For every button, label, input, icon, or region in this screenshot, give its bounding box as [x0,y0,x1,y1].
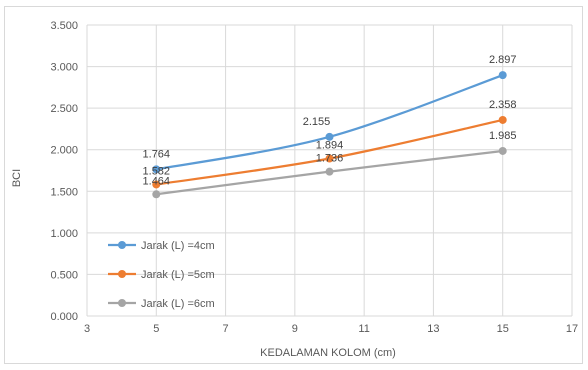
data-point [498,71,507,80]
data-label: 1.736 [316,153,344,165]
data-label: 2.358 [489,99,517,111]
series-lines [152,71,507,199]
x-tick-label: 7 [223,323,229,335]
data-label: 1.764 [143,148,171,160]
x-axis-title: KEDALAMAN KOLOM (cm) [260,347,396,359]
x-tick-label: 17 [566,323,578,335]
x-tick-label: 5 [153,323,159,335]
legend-marker [118,241,126,249]
data-point [498,115,507,124]
data-label: 1.894 [316,140,344,152]
y-axis-ticks: 0.000 0.500 1.000 1.500 2.000 2.500 3.000 3.500 [50,20,78,323]
x-tick-label: 15 [497,323,509,335]
x-tick-label: 11 [358,323,369,335]
data-label: 2.897 [489,54,517,66]
data-point [152,165,161,174]
data-point [152,190,161,199]
y-tick-label: 1.000 [50,228,78,240]
x-tick-label: 13 [427,323,439,335]
data-label: 2.155 [303,116,331,128]
data-label: 1.582 [143,165,171,177]
legend-marker [118,299,126,307]
chart-area [4,6,583,364]
x-tick-label: 9 [292,323,298,335]
y-tick-label: 2.500 [50,103,78,115]
data-point [325,132,334,141]
legend-marker [118,270,126,278]
legend-entry: Jarak (L) =4cm [141,240,215,252]
x-tick-label: 3 [84,323,90,335]
legend-entry: Jarak (L) =5cm [141,269,215,281]
y-tick-label: 3.000 [50,62,78,74]
data-point [325,154,334,163]
y-tick-label: 0.500 [50,269,78,281]
legend-entry: Jarak (L) =6cm [141,298,215,310]
data-label: 1.464 [143,175,171,187]
x-axis-ticks: 3 5 7 9 11 13 15 17 [84,323,578,335]
legend: Jarak (L) =4cm Jarak (L) =5cm Jarak (L) =6… [108,240,215,310]
y-tick-label: 0.000 [50,311,78,323]
y-tick-label: 1.500 [50,186,78,198]
data-labels: 1.764 2.155 2.897 1.582 1.894 2.358 1.464 1.736… [143,54,517,187]
data-label: 1.985 [489,130,517,142]
y-tick-label: 3.500 [50,20,78,32]
y-tick-label: 2.000 [50,145,78,157]
y-axis-title: BCI [11,169,23,187]
data-point [325,167,334,176]
data-point [152,180,161,189]
data-point [498,146,507,155]
